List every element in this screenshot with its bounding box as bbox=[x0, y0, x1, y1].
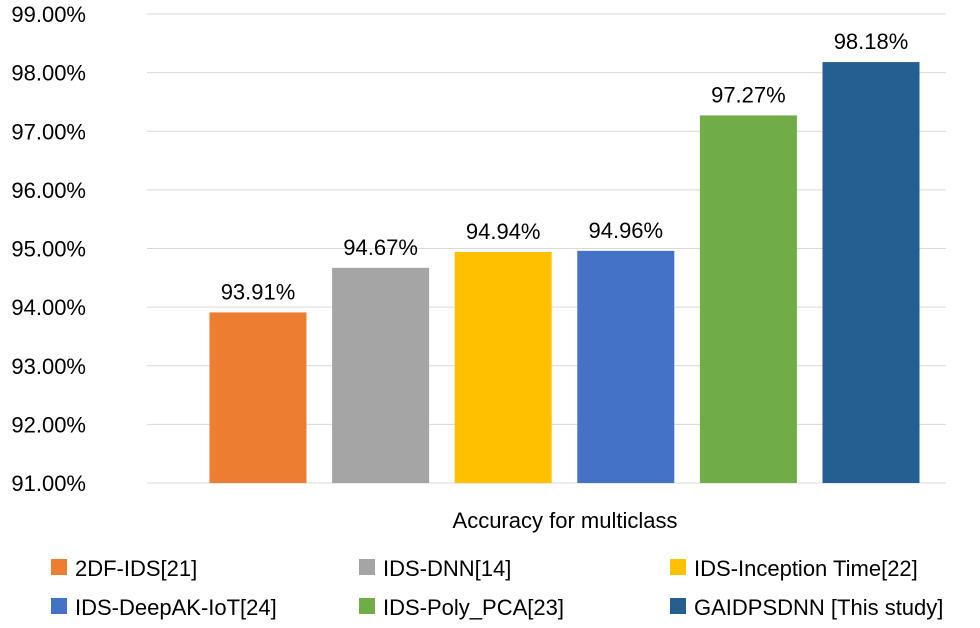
y-tick-label: 99.00% bbox=[11, 2, 86, 27]
y-tick-label: 93.00% bbox=[11, 354, 86, 379]
data-label: 93.91% bbox=[221, 279, 296, 304]
data-labels: 93.91% 94.67% 94.94% 94.96% 97.27% 98.18% bbox=[221, 29, 909, 304]
legend-label: IDS-Inception Time[22] bbox=[694, 556, 918, 581]
bar bbox=[822, 62, 920, 483]
data-label: 98.18% bbox=[834, 29, 909, 54]
bar bbox=[332, 267, 430, 483]
bar bbox=[454, 252, 552, 483]
legend-swatch bbox=[670, 598, 686, 614]
bar bbox=[577, 250, 675, 483]
legend-label: 2DF-IDS[21] bbox=[75, 556, 197, 581]
y-tick-label: 96.00% bbox=[11, 178, 86, 203]
data-label: 94.94% bbox=[466, 219, 541, 244]
y-tick-label: 98.00% bbox=[11, 61, 86, 86]
y-tick-label: 94.00% bbox=[11, 295, 86, 320]
legend-label: IDS-DeepAK-IoT[24] bbox=[75, 595, 277, 620]
legend-swatch bbox=[51, 598, 67, 614]
bar bbox=[699, 115, 797, 483]
legend-swatch bbox=[51, 559, 67, 575]
legend: 2DF-IDS[21] IDS-DNN[14] IDS-Inception Time… bbox=[51, 556, 943, 620]
data-label: 94.67% bbox=[343, 235, 418, 260]
legend-swatch bbox=[359, 559, 375, 575]
legend-swatch bbox=[670, 559, 686, 575]
y-tick-label: 95.00% bbox=[11, 237, 86, 262]
legend-label: IDS-DNN[14] bbox=[383, 556, 511, 581]
y-axis-ticks: 91.00% 92.00% 93.00% 94.00% 95.00% 96.00% 97.0… bbox=[11, 2, 86, 496]
y-tick-label: 91.00% bbox=[11, 471, 86, 496]
data-label: 97.27% bbox=[711, 82, 786, 107]
data-label: 94.96% bbox=[588, 218, 663, 243]
x-axis-title: Accuracy for multiclass bbox=[453, 508, 678, 533]
legend-swatch bbox=[359, 598, 375, 614]
y-tick-label: 92.00% bbox=[11, 412, 86, 437]
legend-label: IDS-Poly_PCA[23] bbox=[383, 595, 564, 620]
bar bbox=[209, 312, 307, 483]
y-tick-label: 97.00% bbox=[11, 119, 86, 144]
legend-label: GAIDPSDNN [This study] bbox=[694, 595, 943, 620]
bars bbox=[209, 62, 920, 483]
